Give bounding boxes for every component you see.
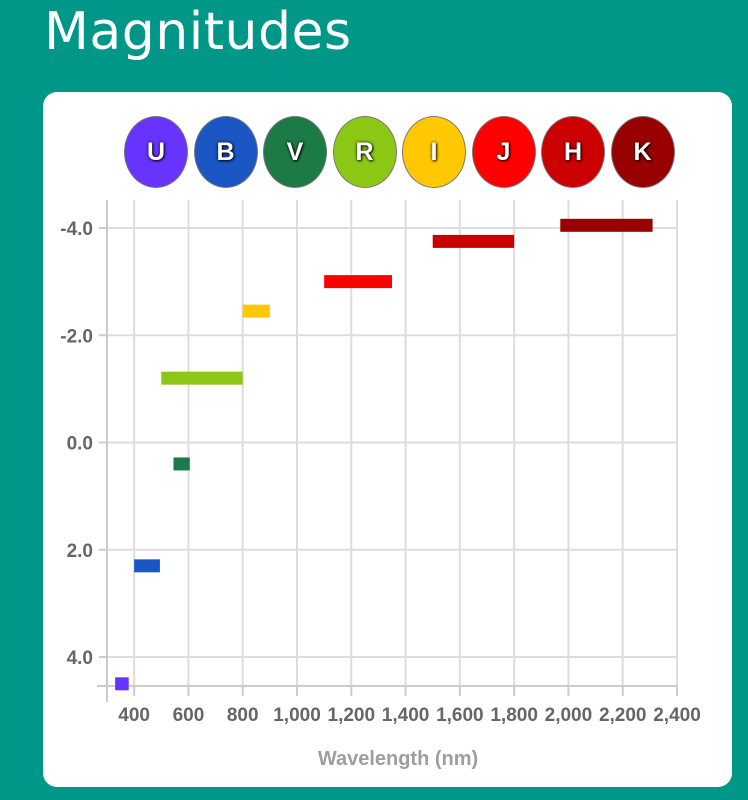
- x-tick-label: 2,400: [653, 705, 701, 726]
- band-bar-j: [324, 275, 392, 289]
- band-button-j[interactable]: J: [471, 116, 536, 188]
- band-bar-v: [173, 457, 190, 471]
- x-tick-label: 2,000: [545, 705, 593, 726]
- x-tick-label: 600: [173, 705, 205, 726]
- y-tick-label: 4.0: [67, 648, 93, 669]
- band-bar-h: [432, 234, 515, 248]
- y-tick-label: -2.0: [60, 326, 93, 347]
- band-bar-u: [115, 677, 129, 691]
- x-tick-label: 1,600: [436, 705, 484, 726]
- x-tick-label: 1,400: [382, 705, 430, 726]
- x-tick-label: 1,200: [328, 705, 376, 726]
- band-bar-r: [161, 371, 243, 385]
- x-axis-title: Wavelength (nm): [318, 748, 478, 770]
- y-tick-label: -4.0: [60, 219, 93, 240]
- band-button-u[interactable]: U: [124, 116, 188, 188]
- band-bar-k: [560, 218, 653, 232]
- y-tick-label: 0.0: [67, 434, 93, 455]
- x-tick-label: 800: [227, 705, 259, 726]
- band-button-v[interactable]: V: [263, 116, 327, 188]
- band-bar-i: [242, 304, 270, 318]
- page-title: Magnitudes: [44, 2, 352, 62]
- magnitude-chart: -4.0 -2.0 0.0 2.0 4.0 400 600 800 1,000 1,200 1,40…: [60, 200, 701, 770]
- x-tick-label: 2,200: [599, 705, 647, 726]
- x-tick-label: 1,800: [490, 705, 538, 726]
- band-button-k[interactable]: K: [610, 116, 675, 188]
- band-button-h[interactable]: H: [541, 116, 605, 188]
- x-tick-label: 400: [118, 705, 150, 726]
- band-bar-b: [134, 559, 160, 573]
- x-tick-label: 1,000: [273, 705, 321, 726]
- band-button-r[interactable]: R: [332, 116, 397, 188]
- band-button-i[interactable]: I: [402, 116, 466, 188]
- y-tick-label: 2.0: [67, 541, 93, 562]
- band-button-b[interactable]: B: [193, 116, 258, 188]
